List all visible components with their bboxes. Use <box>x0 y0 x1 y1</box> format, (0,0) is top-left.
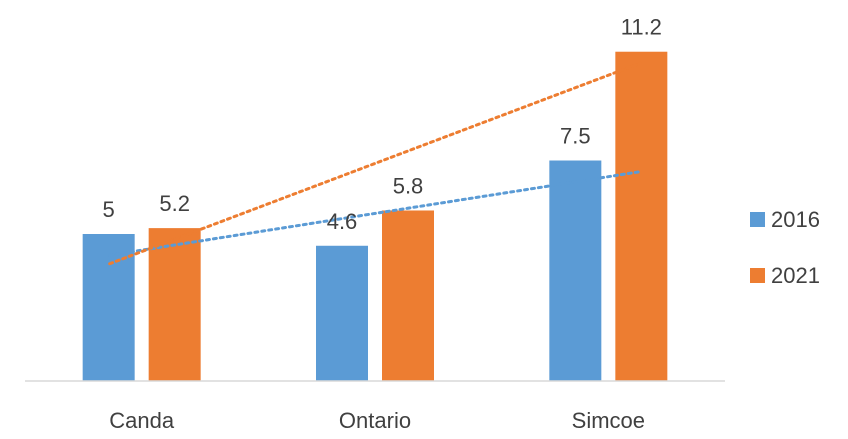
trendline-2021 <box>108 61 642 266</box>
data-label-2016-ontario: 4.6 <box>327 209 358 234</box>
bar-2016-ontario <box>316 245 368 381</box>
data-label-2021-ontario: 5.8 <box>393 173 424 198</box>
data-label-2021-canda: 5.2 <box>159 191 190 216</box>
bar-2021-simcoe <box>615 51 668 381</box>
x-tick-canda: Canda <box>109 408 175 433</box>
x-tick-ontario: Ontario <box>339 408 411 433</box>
bar-2016-simcoe <box>549 160 602 381</box>
legend-label-2021: 2021 <box>771 263 820 288</box>
data-label-2016-simcoe: 7.5 <box>560 124 591 149</box>
bars-layer <box>82 51 668 381</box>
bar-2021-ontario <box>382 210 434 381</box>
legend-swatch-2016 <box>750 212 765 227</box>
legend-label-2016: 2016 <box>771 207 820 232</box>
legend: 2016 2021 <box>750 207 820 288</box>
data-label-2021-simcoe: 11.2 <box>621 15 662 40</box>
bar-2021-canda <box>148 228 201 381</box>
trendlines-layer <box>108 61 642 266</box>
legend-swatch-2021 <box>750 268 765 283</box>
x-tick-simcoe: Simcoe <box>572 408 645 433</box>
data-label-2016-canda: 5 <box>103 197 115 222</box>
data-labels-layer: 5 5.2 4.6 5.8 7.5 11.2 <box>103 15 662 234</box>
x-tick-labels: Canda Ontario Simcoe <box>109 408 645 433</box>
trendline-2016 <box>108 170 642 257</box>
